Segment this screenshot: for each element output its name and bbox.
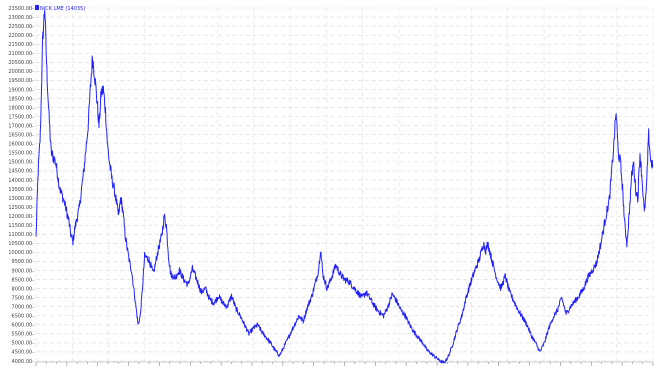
series-line-nick-lme bbox=[35, 9, 654, 364]
y-tick-label: 8500.00- bbox=[12, 277, 35, 283]
y-tick-label: 6000.00- bbox=[12, 323, 35, 329]
series-layer bbox=[35, 9, 654, 364]
y-tick-label: 15000.00- bbox=[8, 160, 34, 166]
y-tick-label: 4500.00- bbox=[12, 350, 35, 356]
legend: NICK LME (14035) bbox=[35, 5, 85, 12]
y-tick-label: 19500.00- bbox=[8, 78, 34, 84]
y-tick-label: 7500.00- bbox=[12, 295, 35, 301]
y-tick-label: 17000.00- bbox=[8, 123, 34, 129]
y-tick-label: 23500.00- bbox=[8, 6, 34, 12]
x-axis-ticks bbox=[35, 361, 654, 366]
y-tick-label: 14500.00- bbox=[8, 169, 34, 175]
y-tick-label: 18000.00- bbox=[8, 105, 34, 111]
y-tick-label: 10000.00- bbox=[8, 250, 34, 256]
y-tick-label: 19000.00- bbox=[8, 87, 34, 93]
y-tick-label: 20500.00- bbox=[8, 60, 34, 66]
legend-label: NICK LME (14035) bbox=[40, 6, 85, 12]
y-tick-label: 14000.00- bbox=[8, 178, 34, 184]
y-axis-ticks: 23500.00- 23000.00- 22500.00- 22000.00- 2150… bbox=[8, 6, 34, 365]
y-tick-label: 15500.00- bbox=[8, 151, 34, 157]
y-tick-label: 22000.00- bbox=[8, 33, 34, 39]
legend-swatch bbox=[35, 5, 39, 10]
y-tick-label: 4000.00- bbox=[12, 359, 35, 365]
y-tick-label: 17500.00- bbox=[8, 114, 34, 120]
y-tick-label: 22500.00- bbox=[8, 24, 34, 30]
y-tick-label: 13500.00- bbox=[8, 187, 34, 193]
y-tick-label: 18500.00- bbox=[8, 96, 34, 102]
y-tick-label: 7000.00- bbox=[12, 304, 35, 310]
y-tick-label: 11500.00- bbox=[8, 223, 34, 229]
y-tick-label: 9000.00- bbox=[12, 268, 35, 274]
y-tick-label: 10500.00- bbox=[8, 241, 34, 247]
y-tick-label: 20000.00- bbox=[8, 69, 34, 75]
y-tick-label: 12000.00- bbox=[8, 214, 34, 220]
y-tick-label: 21500.00- bbox=[8, 42, 34, 48]
grid bbox=[35, 7, 654, 362]
y-tick-label: 5000.00- bbox=[12, 341, 35, 347]
y-tick-label: 16500.00- bbox=[8, 133, 34, 139]
y-tick-label: 8000.00- bbox=[12, 286, 35, 292]
y-tick-label: 6500.00- bbox=[12, 314, 35, 320]
y-tick-label: 23000.00- bbox=[8, 15, 34, 21]
y-tick-label: 5500.00- bbox=[12, 332, 35, 338]
y-tick-label: 21000.00- bbox=[8, 51, 34, 57]
y-tick-label: 13000.00- bbox=[8, 196, 34, 202]
y-tick-label: 11000.00- bbox=[8, 232, 34, 238]
y-tick-label: 12500.00- bbox=[8, 205, 34, 211]
y-tick-label: 16000.00- bbox=[8, 142, 34, 148]
y-tick-label: 9500.00- bbox=[12, 259, 35, 265]
